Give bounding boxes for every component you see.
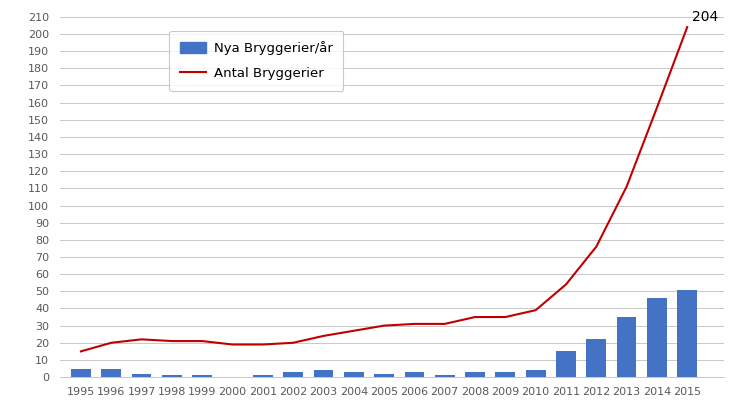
Bar bbox=[192, 375, 212, 377]
Bar bbox=[71, 369, 91, 377]
Bar bbox=[344, 372, 363, 377]
Bar bbox=[617, 317, 636, 377]
Text: 204: 204 bbox=[692, 10, 718, 23]
Bar bbox=[283, 372, 303, 377]
Bar bbox=[495, 372, 515, 377]
Bar bbox=[162, 375, 182, 377]
Bar bbox=[404, 372, 424, 377]
Bar bbox=[253, 375, 272, 377]
Bar bbox=[466, 372, 485, 377]
Bar bbox=[374, 374, 394, 377]
Bar bbox=[586, 339, 606, 377]
Bar bbox=[526, 370, 545, 377]
Bar bbox=[647, 298, 667, 377]
Legend: Nya Bryggerier/år, Antal Bryggerier: Nya Bryggerier/år, Antal Bryggerier bbox=[169, 31, 343, 91]
Bar bbox=[132, 374, 151, 377]
Bar bbox=[313, 370, 333, 377]
Bar bbox=[101, 369, 121, 377]
Bar bbox=[556, 352, 576, 377]
Bar bbox=[435, 375, 454, 377]
Bar bbox=[677, 290, 697, 377]
